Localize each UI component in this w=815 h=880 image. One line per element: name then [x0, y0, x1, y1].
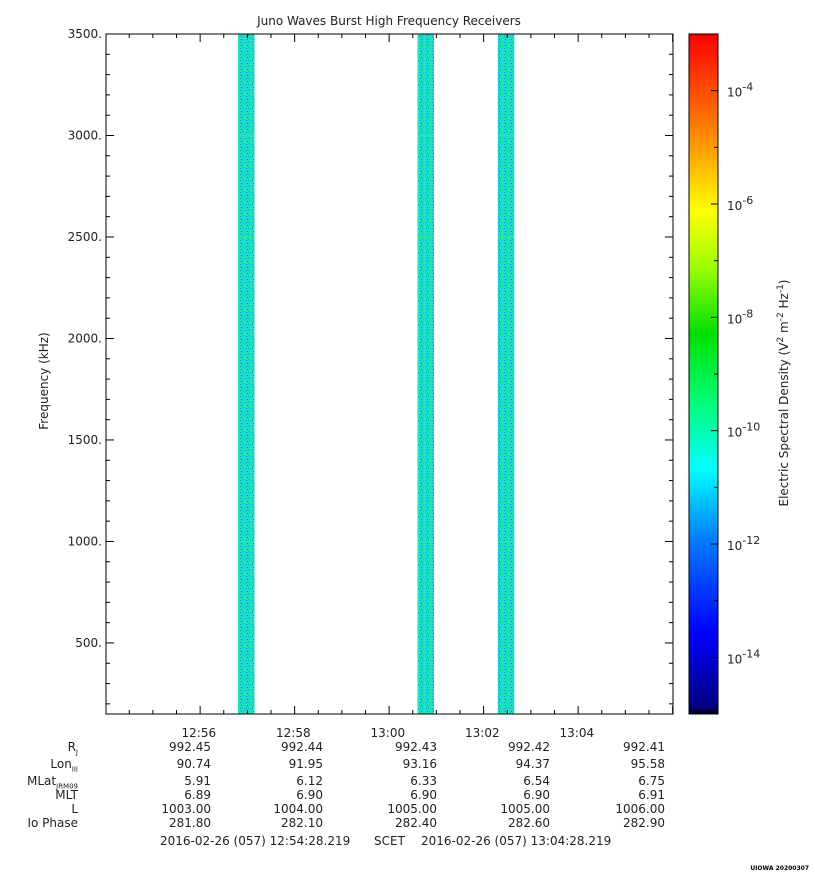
y-tick-label: 2500. — [68, 230, 102, 244]
x-tick-label: 12:58 — [276, 726, 311, 740]
time-range-start: 2016-02-26 (057) 12:54:28.219 — [160, 834, 351, 848]
time-range-end: 2016-02-26 (057) 13:04:28.219 — [421, 834, 612, 848]
colorbar-tick-label: 10-6 — [727, 194, 753, 213]
ephemeris-value: 1005.00 — [500, 802, 550, 816]
ephemeris-row-label: MLatJRM09 — [27, 774, 78, 791]
ephemeris-value: 94.37 — [515, 757, 550, 771]
ephemeris-value: 91.95 — [288, 757, 323, 771]
burst-line — [497, 236, 515, 238]
burst-line — [417, 236, 435, 238]
ephemeris-value: 1006.00 — [615, 802, 665, 816]
ephemeris-value: 6.54 — [523, 774, 550, 788]
x-tick-label: 12:56 — [182, 726, 217, 740]
ephemeris-value: 282.60 — [508, 816, 550, 830]
ephemeris-value: 95.58 — [630, 757, 665, 771]
ephemeris-row-label: RJ — [67, 740, 78, 757]
burst-line — [497, 540, 515, 543]
y-tick-label: 1000. — [68, 534, 102, 548]
colorbar — [688, 33, 719, 715]
burst-layer — [237, 34, 515, 714]
y-tick-label: 3500. — [68, 27, 102, 41]
ephemeris-value: 6.75 — [638, 774, 665, 788]
y-tick-label: 2000. — [68, 331, 102, 345]
y-tick-label: 3000. — [68, 128, 102, 142]
colorbar-tick-label: 10-8 — [727, 307, 753, 326]
burst-line — [417, 540, 435, 543]
burst-band-1 — [237, 34, 255, 714]
ephemeris-value: 281.80 — [169, 816, 211, 830]
burst-band-2 — [417, 34, 435, 714]
burst-line — [497, 134, 515, 137]
ephemeris-row-label: L — [71, 802, 78, 816]
x-axis: 12:56 12:58 13:00 13:02 13:04 — [128, 34, 674, 740]
ephemeris-value: 992.43 — [395, 740, 437, 754]
colorbar-tick-label: 10-14 — [727, 647, 760, 666]
ephemeris-value: 1003.00 — [161, 802, 211, 816]
ephemeris-value: 6.33 — [410, 774, 437, 788]
colorbar-tick-label: 10-10 — [727, 421, 760, 440]
ephemeris-value: 282.10 — [281, 816, 323, 830]
ephemeris-value: 90.74 — [176, 757, 211, 771]
ephemeris-row-label: LonIII — [50, 757, 78, 774]
ephemeris-value: 6.90 — [410, 788, 437, 802]
x-tick-label: 13:00 — [371, 726, 406, 740]
ephemeris-value: 5.91 — [184, 774, 211, 788]
chart-title: Juno Waves Burst High Frequency Receiver… — [256, 14, 521, 28]
time-range-label: SCET — [374, 834, 405, 848]
colorbar-tick-label: 10-4 — [727, 81, 753, 100]
colorbar-label: Electric Spectral Density (V2 m-2 Hz-1) — [776, 279, 791, 506]
burst-line — [417, 134, 435, 137]
y-axis-label: Frequency (kHz) — [37, 332, 51, 429]
ephemeris-value: 1005.00 — [387, 802, 437, 816]
ephemeris-value: 992.44 — [281, 740, 323, 754]
ephemeris-value: 282.40 — [395, 816, 437, 830]
ephemeris-value: 6.90 — [296, 788, 323, 802]
x-tick-label: 13:02 — [465, 726, 500, 740]
ephemeris-value: 6.12 — [296, 774, 323, 788]
footer-stamp: UIOWA 20200307 — [750, 865, 809, 872]
plot-frame — [105, 33, 674, 715]
x-tick-label: 13:04 — [560, 726, 595, 740]
ephemeris-value: 1004.00 — [273, 802, 323, 816]
y-tick-label: 500. — [75, 636, 102, 650]
ephemeris-value: 6.89 — [184, 788, 211, 802]
y-tick-label: 1500. — [68, 433, 102, 447]
burst-line — [237, 236, 255, 238]
ephemeris-value: 93.16 — [402, 757, 437, 771]
burst-line — [237, 134, 255, 137]
ephemeris-value: 6.91 — [638, 788, 665, 802]
ephemeris-row-label: MLT — [55, 788, 78, 802]
y-axis: 500. 1000. 1500. 2000. 2500. 3000. 3500. — [68, 27, 673, 705]
burst-band-3 — [497, 34, 515, 714]
ephemeris-value: 992.41 — [623, 740, 665, 754]
ephemeris-value: 992.45 — [169, 740, 211, 754]
ephemeris-value: 992.42 — [508, 740, 550, 754]
burst-line — [237, 540, 255, 543]
ephemeris-row-label: Io Phase — [27, 816, 78, 830]
ephemeris-value: 282.90 — [623, 816, 665, 830]
ephemeris-value: 6.90 — [523, 788, 550, 802]
colorbar-tick-label: 10-12 — [727, 534, 760, 553]
